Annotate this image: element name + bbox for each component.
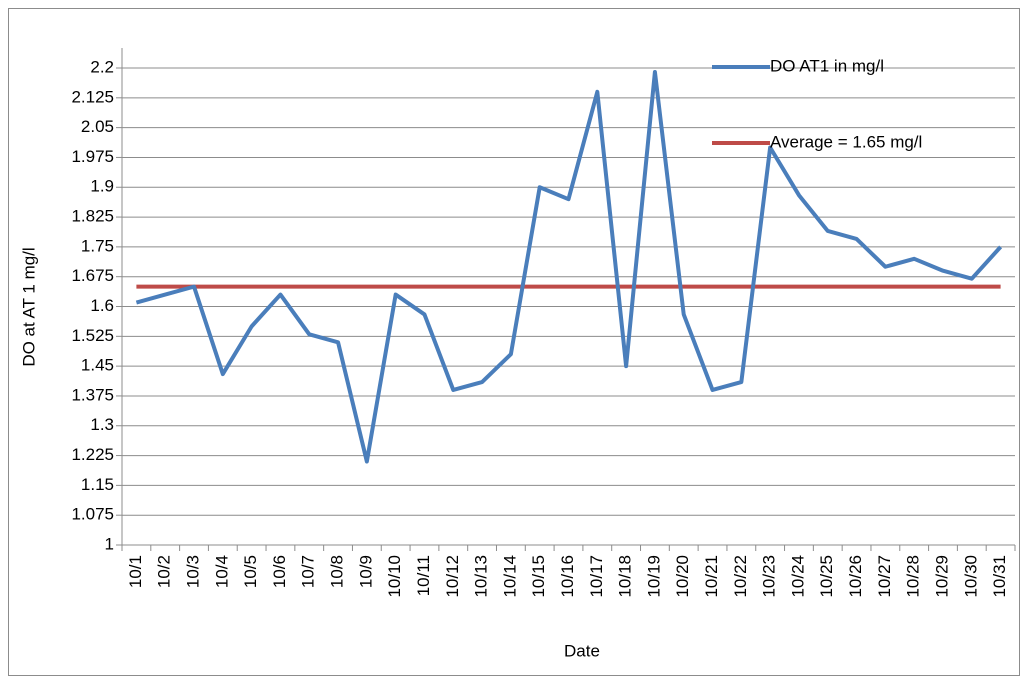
y-tick-label: 1.525: [71, 326, 114, 345]
y-tick-label: 2.2: [90, 57, 114, 76]
y-tick-label: 1.075: [71, 505, 114, 524]
y-tick-label: 1.45: [81, 356, 114, 375]
x-tick-label: 10/4: [212, 555, 231, 588]
y-tick-label: 2.05: [81, 117, 114, 136]
x-tick-label: 10/23: [760, 555, 779, 598]
y-tick-label: 1.6: [90, 296, 114, 315]
y-axis-title: DO at AT 1 mg/l: [19, 247, 38, 366]
x-tick-label: 10/30: [961, 555, 980, 598]
y-tick-label: 1.375: [71, 385, 114, 404]
x-tick-label: 10/22: [731, 555, 750, 598]
x-tick-label: 10/11: [414, 555, 433, 596]
x-tick-label: 10/9: [356, 555, 375, 588]
x-tick-label: 10/18: [616, 555, 635, 598]
x-tick-label: 10/1: [126, 555, 145, 588]
y-tick-label: 1.3: [90, 415, 114, 434]
y-tick-label: 1.675: [71, 266, 114, 285]
x-tick-label: 10/7: [299, 555, 318, 588]
x-tick-label: 10/26: [846, 555, 865, 598]
x-tick-label: 10/3: [184, 555, 203, 588]
x-tick-label: 10/17: [587, 555, 606, 598]
x-tick-label: 10/8: [328, 555, 347, 588]
y-tick-label: 1.15: [81, 475, 114, 494]
x-tick-label: 10/25: [817, 555, 836, 598]
x-tick-label: 10/29: [932, 555, 951, 598]
x-axis-title: Date: [564, 641, 600, 660]
x-tick-label: 10/20: [673, 555, 692, 598]
x-tick-label: 10/31: [990, 555, 1009, 598]
x-tick-label: 10/16: [558, 555, 577, 598]
x-tick-label: 10/15: [529, 555, 548, 598]
x-tick-label: 10/19: [644, 555, 663, 598]
x-tick-label: 10/5: [241, 555, 260, 588]
x-tick-label: 10/28: [904, 555, 923, 598]
y-tick-label: 1.225: [71, 445, 114, 464]
x-tick-label: 10/21: [702, 555, 721, 598]
x-tick-label: 10/14: [500, 555, 519, 598]
legend-label: Average = 1.65 mg/l: [770, 132, 922, 151]
x-tick-label: 10/24: [788, 555, 807, 598]
x-tick-label: 10/6: [270, 555, 289, 588]
x-tick-label: 10/13: [472, 555, 491, 598]
y-tick-label: 1: [105, 534, 114, 553]
y-tick-label: 1.9: [90, 177, 114, 196]
x-tick-label: 10/10: [385, 555, 404, 598]
data-line: [135, 69, 1003, 464]
y-tick-label: 2.125: [71, 87, 114, 106]
y-tick-label: 1.825: [71, 207, 114, 226]
x-tick-label: 10/2: [155, 555, 174, 588]
legend-label: DO AT1 in mg/l: [770, 56, 884, 75]
y-tick-label: 1.975: [71, 147, 114, 166]
x-tick-label: 10/27: [875, 555, 894, 598]
y-tick-label: 1.75: [81, 236, 114, 255]
x-tick-label: 10/12: [443, 555, 462, 598]
